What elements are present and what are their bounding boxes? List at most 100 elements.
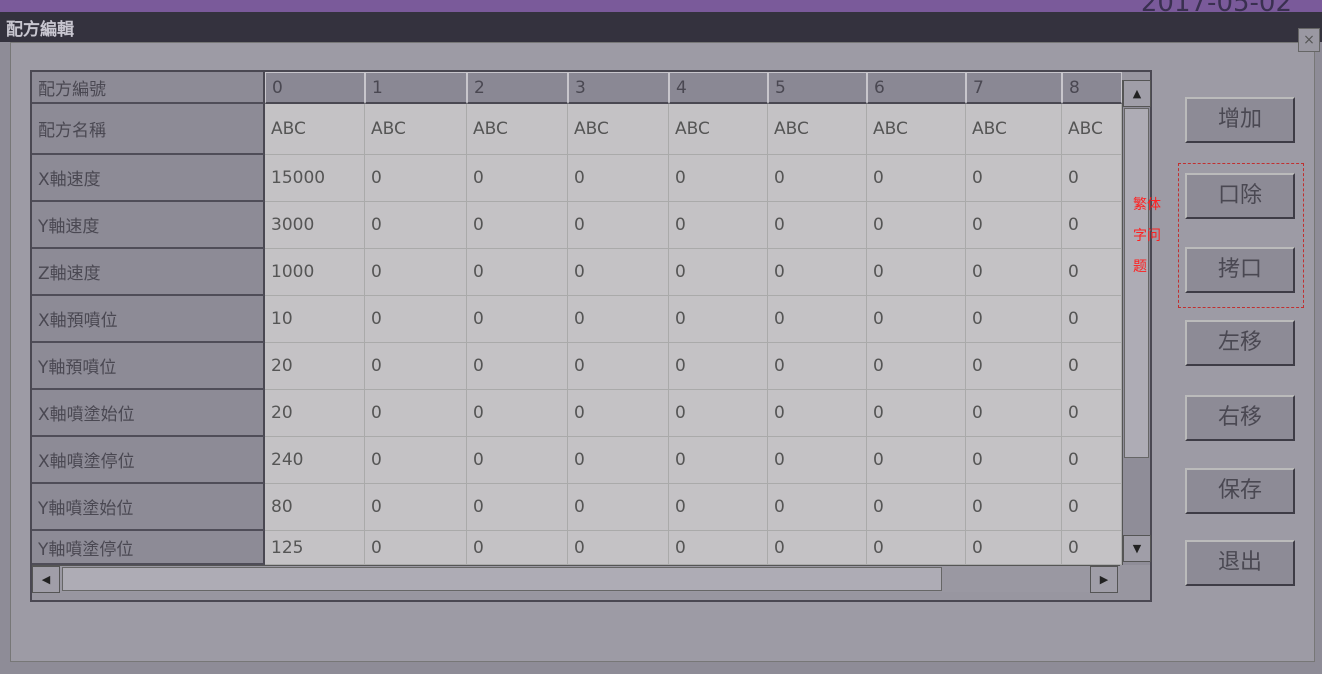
- table-cell[interactable]: 0: [1062, 343, 1122, 390]
- table-cell[interactable]: 10: [265, 296, 365, 343]
- table-cell[interactable]: 0: [365, 484, 467, 531]
- table-cell[interactable]: 0: [966, 249, 1062, 296]
- column-header[interactable]: 4: [669, 72, 768, 104]
- table-cell[interactable]: ABC: [867, 104, 966, 155]
- table-cell[interactable]: 0: [669, 484, 768, 531]
- table-cell[interactable]: 0: [1062, 155, 1122, 202]
- table-cell[interactable]: 0: [467, 296, 568, 343]
- table-cell[interactable]: 0: [568, 390, 669, 437]
- table-cell[interactable]: 0: [768, 390, 867, 437]
- table-cell[interactable]: 3000: [265, 202, 365, 249]
- table-cell[interactable]: ABC: [365, 104, 467, 155]
- table-cell[interactable]: 0: [365, 296, 467, 343]
- table-cell[interactable]: 0: [966, 531, 1062, 565]
- save-button[interactable]: 保存: [1185, 468, 1295, 514]
- table-cell[interactable]: 0: [669, 531, 768, 565]
- table-cell[interactable]: 0: [568, 296, 669, 343]
- table-cell[interactable]: 1000: [265, 249, 365, 296]
- delete-button[interactable]: 口除: [1185, 173, 1295, 219]
- table-cell[interactable]: 0: [568, 484, 669, 531]
- table-cell[interactable]: 0: [867, 437, 966, 484]
- table-cell[interactable]: 0: [768, 202, 867, 249]
- table-cell[interactable]: 0: [365, 249, 467, 296]
- vertical-scrollbar[interactable]: ▲ ▼: [1122, 80, 1151, 565]
- table-cell[interactable]: 20: [265, 390, 365, 437]
- table-cell[interactable]: 0: [867, 155, 966, 202]
- table-cell[interactable]: 0: [669, 296, 768, 343]
- table-cell[interactable]: 0: [867, 249, 966, 296]
- table-cell[interactable]: 0: [966, 155, 1062, 202]
- column-header[interactable]: 2: [467, 72, 568, 104]
- table-cell[interactable]: 0: [669, 155, 768, 202]
- table-cell[interactable]: 0: [768, 155, 867, 202]
- column-header[interactable]: 3: [568, 72, 669, 104]
- table-cell[interactable]: 0: [568, 531, 669, 565]
- table-cell[interactable]: ABC: [1062, 104, 1122, 155]
- table-cell[interactable]: ABC: [768, 104, 867, 155]
- table-cell[interactable]: 0: [867, 296, 966, 343]
- column-header[interactable]: 0: [265, 72, 365, 104]
- table-cell[interactable]: 0: [365, 390, 467, 437]
- table-cell[interactable]: 0: [669, 249, 768, 296]
- add-button[interactable]: 增加: [1185, 97, 1295, 143]
- table-cell[interactable]: 0: [867, 484, 966, 531]
- move-left-button[interactable]: 左移: [1185, 320, 1295, 366]
- table-cell[interactable]: 0: [467, 390, 568, 437]
- move-right-button[interactable]: 右移: [1185, 395, 1295, 441]
- table-cell[interactable]: 0: [768, 531, 867, 565]
- table-cell[interactable]: 0: [365, 343, 467, 390]
- table-cell[interactable]: 0: [467, 249, 568, 296]
- column-header[interactable]: 6: [867, 72, 966, 104]
- table-cell[interactable]: 0: [669, 437, 768, 484]
- table-cell[interactable]: 0: [768, 296, 867, 343]
- table-cell[interactable]: 0: [768, 437, 867, 484]
- table-cell[interactable]: ABC: [265, 104, 365, 155]
- table-cell[interactable]: 0: [966, 484, 1062, 531]
- table-cell[interactable]: 0: [966, 437, 1062, 484]
- table-cell[interactable]: 0: [669, 343, 768, 390]
- table-cell[interactable]: 0: [1062, 296, 1122, 343]
- table-cell[interactable]: 0: [467, 437, 568, 484]
- scroll-left-button[interactable]: ◀: [32, 566, 60, 593]
- copy-button[interactable]: 拷口: [1185, 247, 1295, 293]
- table-cell[interactable]: 0: [867, 390, 966, 437]
- table-cell[interactable]: ABC: [966, 104, 1062, 155]
- table-cell[interactable]: 80: [265, 484, 365, 531]
- table-cell[interactable]: 0: [1062, 437, 1122, 484]
- table-cell[interactable]: 0: [568, 437, 669, 484]
- table-cell[interactable]: ABC: [669, 104, 768, 155]
- scroll-up-button[interactable]: ▲: [1123, 80, 1151, 107]
- table-cell[interactable]: 0: [365, 155, 467, 202]
- table-cell[interactable]: 0: [365, 202, 467, 249]
- column-header[interactable]: 7: [966, 72, 1062, 104]
- table-cell[interactable]: 0: [568, 202, 669, 249]
- scroll-right-button[interactable]: ▶: [1090, 566, 1118, 593]
- table-cell[interactable]: 0: [467, 202, 568, 249]
- table-cell[interactable]: 0: [568, 343, 669, 390]
- scroll-down-button[interactable]: ▼: [1123, 535, 1151, 562]
- table-cell[interactable]: 0: [467, 484, 568, 531]
- table-cell[interactable]: 15000: [265, 155, 365, 202]
- table-cell[interactable]: 0: [467, 155, 568, 202]
- table-cell[interactable]: 0: [768, 249, 867, 296]
- table-cell[interactable]: 0: [867, 343, 966, 390]
- horizontal-scrollbar[interactable]: ◀ ▶: [32, 565, 1120, 593]
- exit-button[interactable]: 退出: [1185, 540, 1295, 586]
- table-cell[interactable]: 0: [568, 249, 669, 296]
- table-cell[interactable]: 0: [966, 343, 1062, 390]
- table-cell[interactable]: 0: [768, 484, 867, 531]
- column-header[interactable]: 1: [365, 72, 467, 104]
- table-cell[interactable]: 0: [1062, 484, 1122, 531]
- table-cell[interactable]: 0: [966, 390, 1062, 437]
- column-header[interactable]: 8: [1062, 72, 1122, 104]
- table-cell[interactable]: 0: [966, 296, 1062, 343]
- table-cell[interactable]: 125: [265, 531, 365, 565]
- table-cell[interactable]: 0: [1062, 249, 1122, 296]
- table-cell[interactable]: 240: [265, 437, 365, 484]
- table-cell[interactable]: 0: [669, 202, 768, 249]
- table-cell[interactable]: 0: [1062, 390, 1122, 437]
- table-cell[interactable]: 0: [365, 437, 467, 484]
- table-cell[interactable]: 0: [365, 531, 467, 565]
- table-cell[interactable]: 0: [1062, 202, 1122, 249]
- table-cell[interactable]: 0: [669, 390, 768, 437]
